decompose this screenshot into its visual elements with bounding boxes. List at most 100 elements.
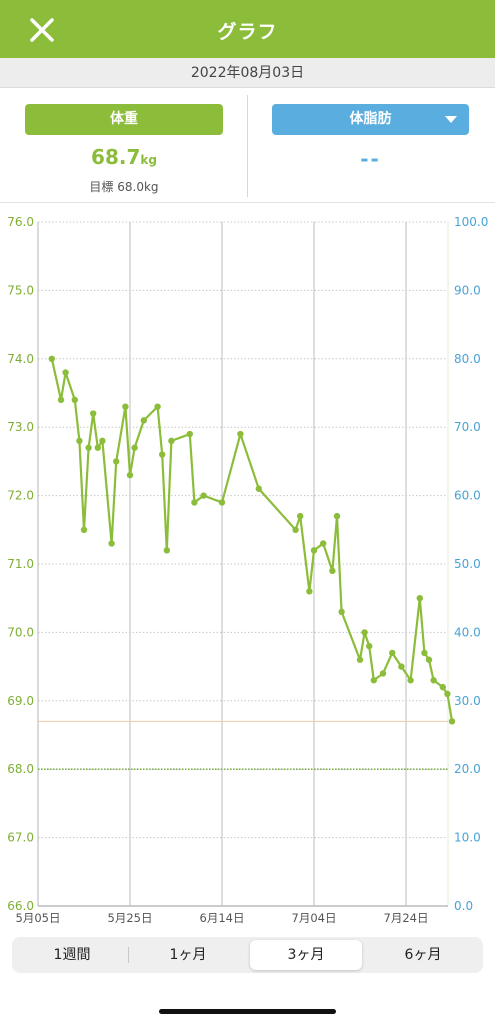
period-6-months[interactable]: 6ヶ月 bbox=[404, 947, 442, 963]
data-point bbox=[163, 547, 170, 554]
page-title: グラフ bbox=[217, 21, 278, 43]
data-point bbox=[379, 670, 387, 677]
data-point bbox=[122, 403, 129, 410]
home-indicator bbox=[159, 1009, 336, 1014]
y-tick-label-right: 30.0 bbox=[454, 694, 481, 708]
data-point bbox=[237, 430, 244, 438]
data-point bbox=[57, 396, 65, 404]
data-point bbox=[366, 642, 373, 650]
data-point bbox=[338, 608, 345, 616]
data-point bbox=[126, 471, 134, 479]
data-point bbox=[425, 656, 433, 663]
body-fat-label: 体脂肪 bbox=[349, 111, 392, 127]
data-point bbox=[407, 677, 414, 684]
data-point bbox=[421, 649, 428, 657]
data-point bbox=[292, 526, 299, 533]
data-point bbox=[48, 355, 55, 362]
y-tick-label-left: 74.0 bbox=[7, 352, 34, 366]
data-point bbox=[356, 656, 364, 663]
data-point bbox=[389, 649, 396, 657]
weight-number: 68.7 bbox=[91, 145, 141, 169]
y-tick-label-right: 100.0 bbox=[454, 215, 488, 229]
x-tick-label: 5月25日 bbox=[108, 911, 153, 925]
data-point bbox=[113, 458, 120, 465]
x-tick-label: 7月04日 bbox=[292, 911, 337, 925]
data-point bbox=[71, 396, 79, 404]
y-tick-label-right: 20.0 bbox=[454, 762, 481, 776]
y-tick-label-right: 0.0 bbox=[454, 899, 473, 913]
x-tick-label: 5月05日 bbox=[16, 911, 61, 925]
data-point bbox=[306, 588, 313, 595]
data-point bbox=[444, 690, 451, 698]
y-tick-label-left: 67.0 bbox=[7, 831, 34, 845]
weight-series-line bbox=[50, 358, 454, 722]
body-fat-value: -- bbox=[360, 147, 381, 171]
y-tick-label-left: 73.0 bbox=[7, 420, 34, 434]
close-button[interactable] bbox=[22, 15, 60, 47]
close-icon bbox=[30, 18, 54, 42]
data-point bbox=[140, 417, 147, 424]
y-tick-label-left: 69.0 bbox=[7, 694, 34, 708]
data-point bbox=[439, 683, 446, 691]
data-point bbox=[218, 499, 226, 506]
data-point bbox=[329, 567, 336, 575]
body-fat-dropdown[interactable]: 体脂肪 bbox=[272, 104, 469, 135]
app-header: グラフ bbox=[0, 0, 495, 58]
y-tick-label-left: 72.0 bbox=[7, 489, 34, 503]
weight-chart-svg: 76.0 100.0 75.0 90.0 74.0 80.0 73.0 70.0 72.0 60.… bbox=[7, 215, 488, 925]
weight-button[interactable]: 体重 bbox=[25, 104, 223, 135]
y-tick-label-right: 50.0 bbox=[454, 557, 481, 571]
x-tick-label: 6月14日 bbox=[200, 911, 245, 925]
data-point bbox=[90, 410, 97, 417]
data-point bbox=[85, 444, 92, 451]
y-tick-label-left: 75.0 bbox=[7, 283, 34, 297]
data-point bbox=[448, 718, 456, 725]
y-tick-label-right: 80.0 bbox=[454, 352, 481, 366]
goal-weight: 目標 68.0kg bbox=[25, 178, 223, 195]
data-point bbox=[320, 540, 327, 547]
stats-panel: 体重 68.7kg 目標 68.0kg 体脂肪 -- bbox=[0, 89, 495, 203]
data-point bbox=[361, 629, 368, 636]
data-point bbox=[168, 437, 175, 445]
goal-label: 目標 bbox=[89, 180, 114, 194]
weight-chart: 76.0 100.0 75.0 90.0 74.0 80.0 73.0 70.0 72.0 60.… bbox=[0, 210, 495, 932]
stats-divider bbox=[247, 95, 248, 197]
data-point bbox=[76, 437, 83, 445]
y-tick-label-left: 76.0 bbox=[7, 215, 34, 229]
data-point bbox=[191, 499, 198, 506]
data-point bbox=[154, 403, 161, 410]
data-point bbox=[80, 526, 88, 533]
data-point bbox=[94, 444, 102, 451]
data-point bbox=[62, 369, 69, 376]
data-point bbox=[370, 677, 377, 684]
data-point bbox=[131, 444, 138, 451]
x-tick-label: 7月24日 bbox=[384, 911, 429, 925]
data-point bbox=[200, 492, 207, 499]
period-1-week[interactable]: 1週間 bbox=[53, 947, 91, 963]
y-tick-label-left: 66.0 bbox=[7, 899, 34, 913]
y-tick-label-left: 71.0 bbox=[7, 557, 34, 571]
y-tick-label-right: 40.0 bbox=[454, 625, 481, 639]
data-point bbox=[310, 547, 318, 554]
data-point bbox=[398, 663, 405, 670]
period-1-month[interactable]: 1ヶ月 bbox=[169, 947, 207, 963]
data-point bbox=[333, 512, 341, 520]
data-point bbox=[297, 512, 304, 520]
data-point bbox=[99, 437, 106, 445]
y-tick-label-right: 60.0 bbox=[454, 489, 481, 503]
y-tick-label-right: 90.0 bbox=[454, 283, 481, 297]
data-point bbox=[430, 677, 437, 684]
date-label: 2022年08月03日 bbox=[0, 58, 495, 88]
period-3-months[interactable]: 3ヶ月 bbox=[250, 940, 362, 970]
goal-value: 68.0kg bbox=[117, 180, 159, 194]
data-point bbox=[159, 451, 166, 458]
y-tick-label-left: 70.0 bbox=[7, 625, 34, 639]
data-point bbox=[255, 485, 262, 492]
data-point bbox=[416, 595, 423, 602]
data-point bbox=[186, 430, 193, 438]
y-tick-label-right: 70.0 bbox=[454, 420, 481, 434]
period-selector: 1週間 1ヶ月 3ヶ月 6ヶ月 bbox=[12, 937, 483, 973]
caret-down-icon bbox=[445, 116, 457, 123]
weight-value: 68.7kg bbox=[25, 145, 223, 169]
data-point bbox=[108, 540, 115, 547]
